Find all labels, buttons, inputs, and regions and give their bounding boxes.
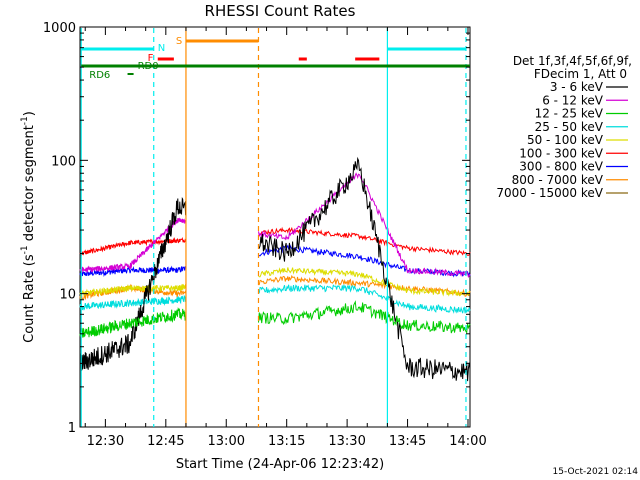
legend-label-0: 3 - 6 keV [550,80,604,94]
trace-4-seg-1 [258,267,471,297]
x-tick-label: 12:45 [147,434,184,449]
y-axis-label-sup1: -1 [20,245,30,254]
x-ticks: 12:30 12:45 13:00 13:15 13:30 13:45 14:00 [84,27,487,449]
trace-3-seg-1 [258,283,471,314]
legend-label-1: 6 - 12 keV [542,93,604,107]
y-axis-label-part2: detector segment [22,125,37,245]
legend: Det 1f,3f,4f,5f,6f,9f, FDecim 1, Att 0 3… [496,54,632,200]
x-tick-label: 13:45 [389,434,426,449]
trace-3-seg-0 [79,294,187,311]
plot-area [79,26,471,428]
trace-0-seg-1 [258,156,471,382]
trace-5-seg-0 [79,236,187,256]
y-tick-label: 1 [68,421,76,436]
trace-1-seg-1 [258,172,471,278]
flag-label-rd6: RD6 [89,70,110,81]
trace-6-seg-1 [258,244,471,278]
trace-2-seg-0 [79,307,187,338]
flag-bars: NF S RD6 RD0 [81,36,470,81]
y-axis-label-part3: ) [22,111,37,116]
overlay-markers [80,28,467,427]
flag-label-rd0: RD0 [138,61,159,72]
data-traces [79,156,471,382]
legend-label-5: 100 - 300 keV [519,146,603,160]
legend-label-8: 7000 - 15000 keV [496,186,603,200]
legend-label-4: 50 - 100 keV [527,133,604,147]
trace-7-seg-1 [258,274,471,297]
y-axis-label-part1: Count Rate (s [22,254,37,343]
x-tick-label: 13:15 [268,434,305,449]
legend-header-line2: FDecim 1, Att 0 [534,67,627,81]
chart-title: RHESSI Count Rates [205,2,356,20]
footer-timestamp: 15-Oct-2021 02:14 [553,467,639,477]
trace-6-seg-0 [79,265,187,278]
x-tick-label: 13:00 [208,434,245,449]
x-tick-label: 14:00 [449,434,486,449]
x-tick-label: 13:30 [328,434,365,449]
x-axis-label: Start Time (24-Apr-06 12:23:42) [176,457,384,472]
y-tick-label: 10 [59,288,76,303]
y-axis-label-sup2: -1 [20,116,30,125]
trace-2-seg-1 [258,300,471,334]
x-tick-label: 12:30 [87,434,124,449]
plot-frame [79,26,471,428]
legend-label-6: 300 - 800 keV [519,160,603,174]
legend-header-line1: Det 1f,3f,4f,5f,6f,9f, [513,54,632,68]
y-ticks: 1 10 100 1000 [43,21,470,436]
y-tick-label: 1000 [43,21,76,36]
legend-label-2: 12 - 25 keV [535,107,604,121]
flag-label-n: N [158,43,165,54]
flag-label-f: F [148,53,154,64]
flag-label-s: S [176,36,182,47]
trace-4-seg-0 [79,283,187,297]
y-axis-label: Count Rate (s-1 detector segment-1) [20,111,37,343]
trace-0-seg-0 [79,197,187,371]
legend-label-3: 25 - 50 keV [535,120,604,134]
y-tick-label: 100 [51,154,76,169]
legend-label-7: 800 - 7000 keV [512,173,604,187]
